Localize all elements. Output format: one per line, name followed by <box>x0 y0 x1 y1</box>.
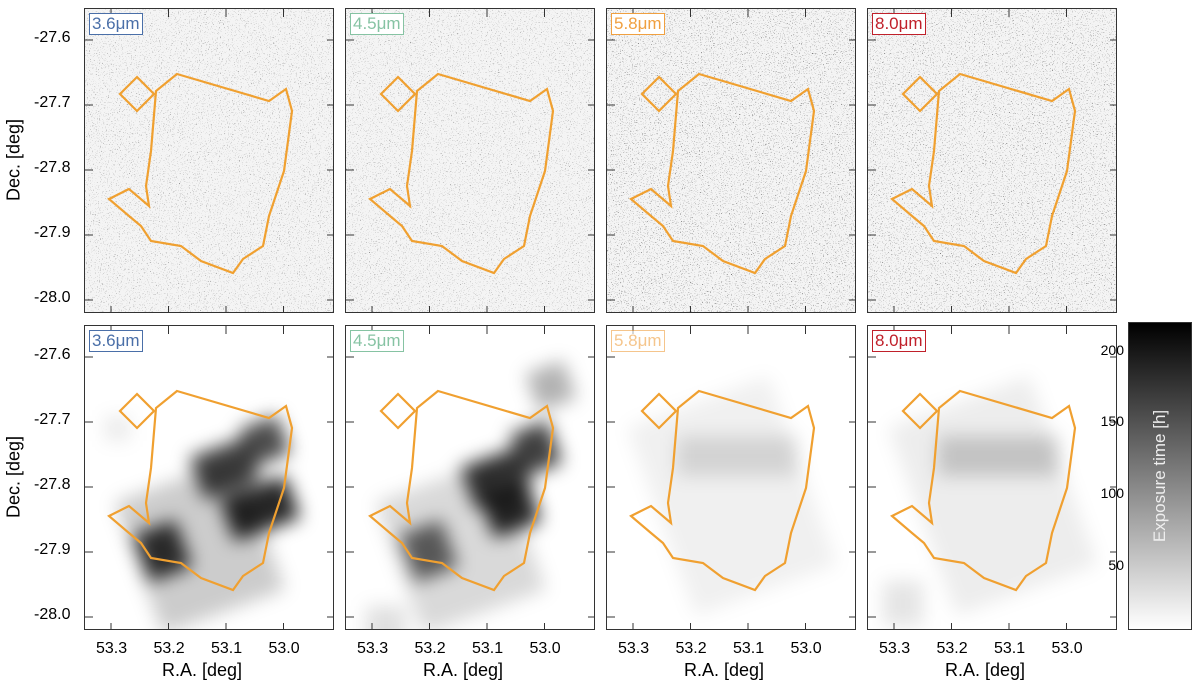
survey-contour <box>629 389 816 592</box>
x-tick: 53.1 <box>733 640 765 657</box>
diamond-field-contour <box>118 75 156 113</box>
y-tick: -27.8 <box>34 476 71 493</box>
y-tick: -27.6 <box>34 346 71 363</box>
colorbar <box>1128 322 1192 630</box>
sky-image <box>868 9 1116 312</box>
colorbar-tick: 100 <box>1100 484 1124 501</box>
band-label: 8.0μm <box>872 330 926 352</box>
panel-image-0: 3.6μm <box>84 8 334 313</box>
survey-contour <box>890 389 1077 592</box>
diamond-field-contour <box>379 392 417 430</box>
survey-contour <box>107 389 294 592</box>
colorbar-tick: 200 <box>1100 341 1124 358</box>
exposure-tile <box>525 360 577 412</box>
survey-contour <box>368 72 555 275</box>
x-tick: 53.3 <box>357 640 389 657</box>
x-axis-label: R.A. [deg] <box>423 660 504 680</box>
diamond-field-contour <box>379 75 417 113</box>
colorbar-tick: 50 <box>1108 556 1124 573</box>
band-label: 4.5μm <box>350 13 404 35</box>
x-tick: 53.0 <box>529 640 561 657</box>
x-axis-label: R.A. [deg] <box>162 660 243 680</box>
x-tick: 53.2 <box>153 640 185 657</box>
y-tick: -27.9 <box>34 541 71 558</box>
sky-image <box>607 9 855 312</box>
exposure-tile <box>114 457 286 629</box>
survey-contour <box>629 72 816 275</box>
y-tick: -28.0 <box>34 606 71 623</box>
band-label: 3.6μm <box>89 13 143 35</box>
survey-contour <box>890 72 1077 275</box>
panel-exposure-3: 8.0μm <box>867 325 1117 630</box>
diamond-field-contour <box>901 392 939 430</box>
band-label: 3.6μm <box>89 330 143 352</box>
y-tick: -27.7 <box>34 94 71 111</box>
sky-image <box>346 9 594 312</box>
x-tick: 53.1 <box>211 640 243 657</box>
x-tick: 53.0 <box>268 640 300 657</box>
y-axis-label: Dec. [deg] <box>3 435 24 519</box>
y-axis-label: Dec. [deg] <box>3 118 24 202</box>
panel-image-2: 5.8μm <box>606 8 856 313</box>
band-label: 4.5μm <box>350 330 404 352</box>
band-label: 8.0μm <box>872 13 926 35</box>
band-label: 5.8μm <box>611 13 665 35</box>
x-axis-label: R.A. [deg] <box>684 660 765 680</box>
colorbar-tick: 150 <box>1100 413 1124 430</box>
sky-image <box>85 9 333 312</box>
x-tick: 53.1 <box>472 640 504 657</box>
x-tick: 53.3 <box>879 640 911 657</box>
survey-contour <box>107 72 294 275</box>
x-tick: 53.3 <box>618 640 650 657</box>
x-tick: 53.3 <box>96 640 128 657</box>
exposure-tile <box>883 581 923 626</box>
exposure-tile <box>366 606 406 629</box>
exposure-tile <box>375 457 547 629</box>
x-tick: 53.2 <box>936 640 968 657</box>
panel-exposure-1: 4.5μm <box>345 325 595 630</box>
diamond-field-contour <box>118 392 156 430</box>
diamond-field-contour <box>640 392 678 430</box>
y-tick: -27.9 <box>34 224 71 241</box>
colorbar-label: Exposure time [h] <box>1150 409 1169 543</box>
panel-exposure-0: 3.6μm <box>84 325 334 630</box>
exposure-tile <box>888 376 1098 616</box>
panel-exposure-2: 5.8μm <box>606 325 856 630</box>
band-label: 5.8μm <box>611 330 665 352</box>
y-tick: -28.0 <box>34 289 71 306</box>
x-tick: 53.0 <box>790 640 822 657</box>
survey-contour <box>368 389 555 592</box>
exposure-tile <box>627 376 837 616</box>
y-tick: -27.8 <box>34 159 71 176</box>
y-tick: -27.6 <box>34 29 71 46</box>
x-axis-label: R.A. [deg] <box>945 660 1026 680</box>
exposure-tile <box>239 415 291 467</box>
diamond-field-contour <box>901 75 939 113</box>
x-tick: 53.1 <box>994 640 1026 657</box>
x-tick: 53.2 <box>675 640 707 657</box>
panel-image-3: 8.0μm <box>867 8 1117 313</box>
x-tick: 53.0 <box>1051 640 1083 657</box>
panel-image-1: 4.5μm <box>345 8 595 313</box>
y-tick: -27.7 <box>34 411 71 428</box>
exposure-tile <box>105 416 130 441</box>
x-tick: 53.2 <box>414 640 446 657</box>
diamond-field-contour <box>640 75 678 113</box>
